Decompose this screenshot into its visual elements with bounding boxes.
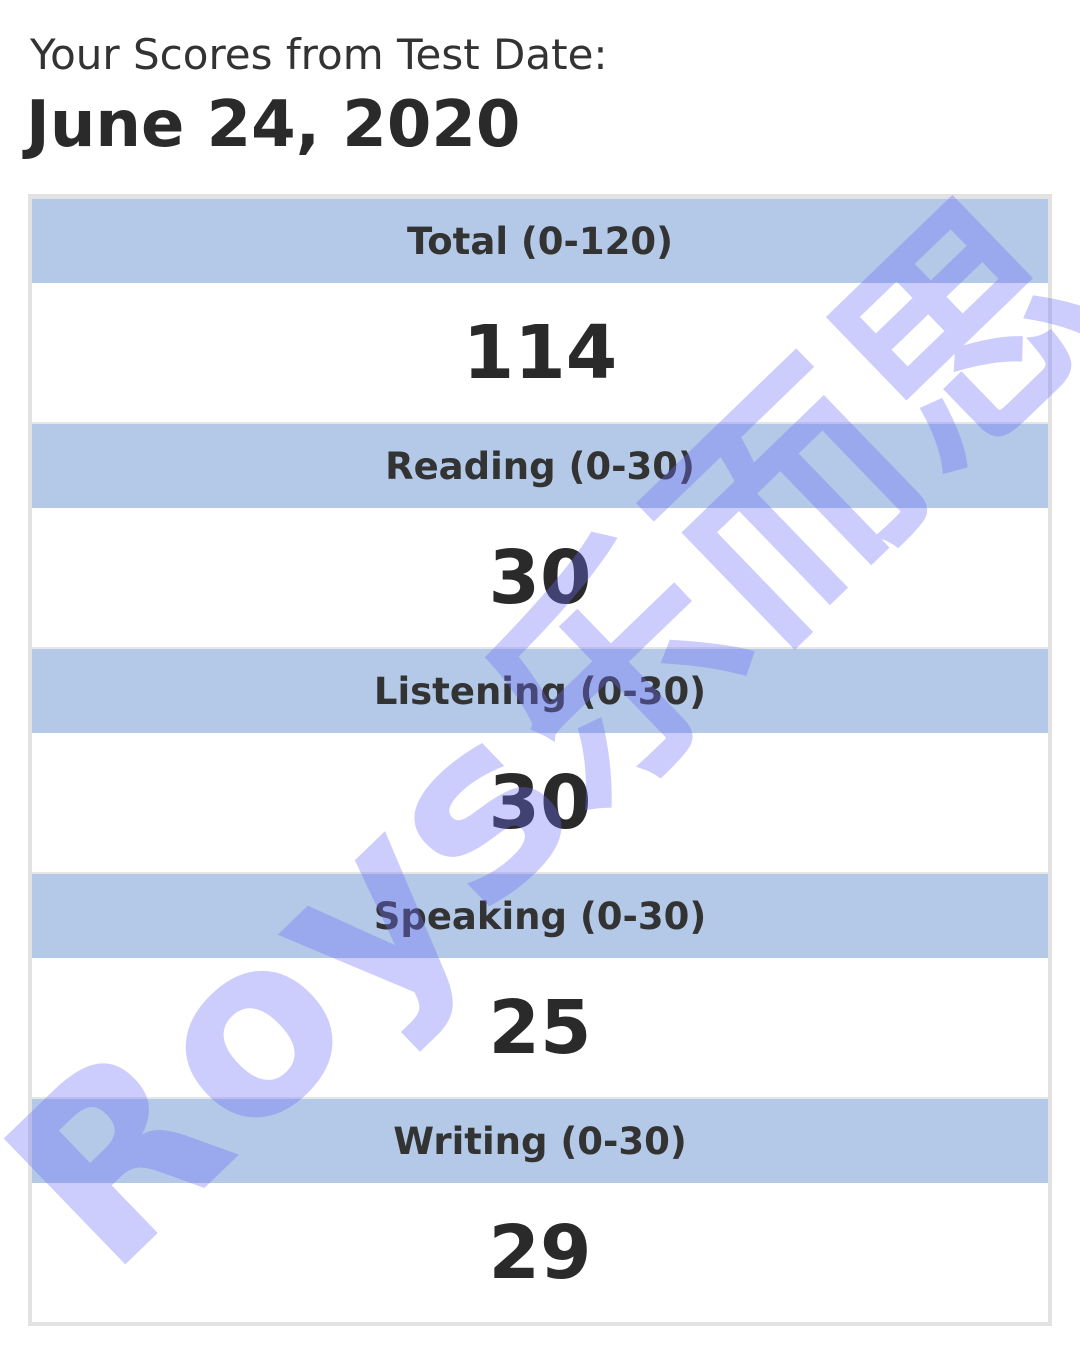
score-total: Total (0-120) 114 (32, 199, 1048, 424)
score-label: Writing (0-30) (32, 1099, 1048, 1183)
score-value: 25 (32, 958, 1048, 1099)
scores-table: Total (0-120) 114 Reading (0-30) 30 List… (28, 194, 1052, 1326)
score-value: 30 (32, 733, 1048, 874)
score-listening: Listening (0-30) 30 (32, 649, 1048, 874)
score-label: Listening (0-30) (32, 649, 1048, 733)
score-label: Total (0-120) (32, 199, 1048, 283)
page-subtitle: Your Scores from Test Date: (30, 30, 608, 79)
test-date: June 24, 2020 (26, 88, 521, 162)
score-label: Speaking (0-30) (32, 874, 1048, 958)
score-value: 114 (32, 283, 1048, 424)
score-reading: Reading (0-30) 30 (32, 424, 1048, 649)
score-speaking: Speaking (0-30) 25 (32, 874, 1048, 1099)
score-value: 29 (488, 1209, 592, 1296)
score-value: 30 (32, 508, 1048, 649)
score-writing: Writing (0-30) 29 (32, 1099, 1048, 1324)
score-label: Reading (0-30) (32, 424, 1048, 508)
